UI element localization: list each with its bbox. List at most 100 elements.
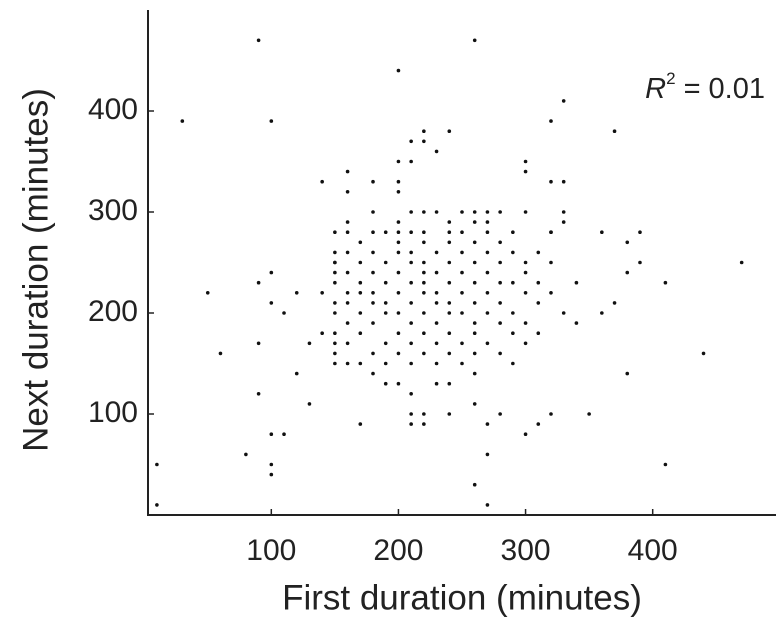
point	[625, 240, 630, 245]
point	[333, 351, 337, 356]
point	[472, 260, 477, 265]
point	[460, 270, 464, 275]
point	[485, 230, 490, 234]
point	[422, 210, 426, 214]
point	[409, 250, 413, 255]
point	[345, 341, 350, 346]
point	[638, 230, 642, 234]
point	[523, 270, 528, 275]
point	[396, 230, 401, 234]
point	[523, 159, 528, 164]
point	[422, 291, 426, 295]
point	[447, 381, 452, 386]
point	[269, 301, 274, 305]
point	[345, 270, 350, 275]
point	[472, 321, 477, 325]
point	[472, 38, 477, 43]
point	[244, 452, 248, 457]
point	[561, 311, 566, 315]
point	[383, 341, 388, 346]
point	[396, 351, 401, 356]
point	[333, 301, 337, 305]
point	[498, 280, 502, 285]
point	[447, 280, 452, 285]
point	[256, 280, 261, 285]
point	[371, 270, 375, 275]
point	[447, 311, 452, 315]
point	[333, 260, 337, 265]
point	[574, 321, 579, 325]
point	[422, 311, 426, 315]
y-axis-title: Next duration (minutes)	[16, 88, 55, 452]
point	[307, 402, 312, 406]
x-tick-label: 200	[373, 534, 423, 567]
point	[472, 280, 477, 285]
point	[638, 260, 642, 265]
point	[460, 210, 464, 214]
point	[396, 159, 401, 164]
point	[549, 412, 553, 416]
point	[498, 412, 502, 416]
point	[396, 291, 401, 295]
point	[511, 230, 515, 234]
point	[269, 270, 274, 275]
point	[282, 432, 286, 437]
point	[358, 422, 363, 426]
annotation-text: = 0.01	[684, 73, 765, 105]
point	[447, 230, 452, 234]
point	[371, 210, 375, 214]
point	[472, 482, 477, 487]
point	[155, 503, 159, 507]
point	[422, 351, 426, 356]
point	[498, 260, 502, 265]
point	[345, 230, 350, 234]
point	[396, 250, 401, 255]
point	[383, 381, 388, 386]
x-tick-label: 400	[628, 534, 678, 567]
point	[447, 240, 452, 245]
point	[409, 230, 413, 234]
point	[409, 422, 413, 426]
point	[422, 422, 426, 426]
point	[345, 220, 350, 224]
point	[345, 190, 350, 194]
point	[358, 280, 363, 285]
point	[345, 169, 350, 174]
point	[447, 351, 452, 356]
point	[396, 381, 401, 386]
point	[472, 301, 477, 305]
point	[409, 159, 413, 164]
point	[523, 432, 528, 437]
point	[282, 311, 286, 315]
point	[320, 179, 324, 184]
point	[511, 280, 515, 285]
x-tick-label: 100	[246, 534, 296, 567]
point	[460, 230, 464, 234]
point	[460, 250, 464, 255]
point	[472, 240, 477, 245]
point	[333, 361, 337, 366]
point	[498, 351, 502, 356]
point	[383, 260, 388, 265]
point	[422, 240, 426, 245]
point	[523, 169, 528, 174]
point	[536, 301, 541, 305]
point	[383, 361, 388, 366]
point	[561, 210, 566, 214]
point	[447, 412, 452, 416]
point	[523, 210, 528, 214]
point	[409, 210, 413, 214]
point	[371, 230, 375, 234]
point	[333, 341, 337, 346]
point	[422, 230, 426, 234]
point	[460, 291, 464, 295]
point	[180, 119, 185, 123]
point	[409, 412, 413, 416]
annotation: R2 = 0.01	[645, 69, 765, 104]
point	[549, 119, 553, 123]
point	[371, 371, 375, 376]
point	[409, 301, 413, 305]
point	[409, 260, 413, 265]
point	[498, 301, 502, 305]
point	[345, 250, 350, 255]
